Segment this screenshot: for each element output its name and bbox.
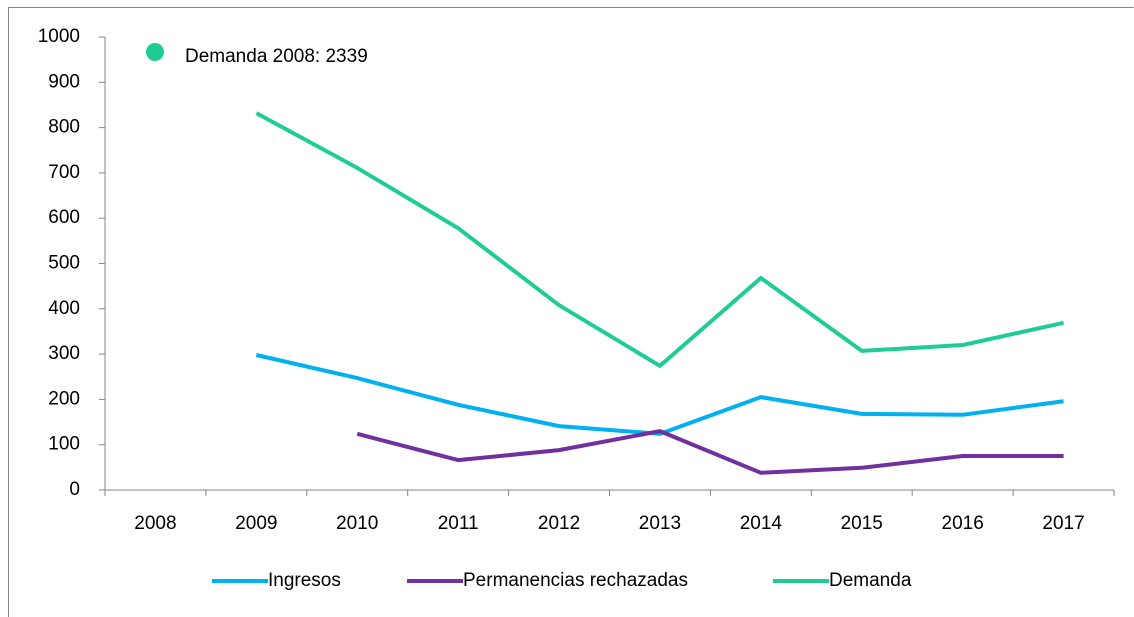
x-tick-label: 2011 [438,513,479,534]
y-tick-label: 300 [48,343,80,364]
series-line [356,429,1064,475]
y-tick-label: 200 [48,388,80,409]
y-tick-label: 500 [48,253,80,274]
y-tick-label: 100 [48,434,80,455]
x-tick-label: 2014 [740,513,783,534]
y-tick-label: 700 [48,162,80,183]
annotation: Demanda 2008: 2339 [185,46,368,67]
x-tick-label: 2009 [235,513,277,534]
y-tick-label: 0 [69,479,80,500]
annotation-marker [146,43,164,61]
y-tick-label: 900 [48,71,80,92]
legend-label: Ingresos [268,570,341,591]
y-tick-label: 800 [48,117,80,138]
x-tick-label: 2012 [538,513,580,534]
y-tick-label: 600 [48,207,80,228]
y-tick-label: 400 [48,298,80,319]
x-tick-label: 2008 [134,513,176,534]
x-tick-label: 2013 [639,513,681,534]
legend-label: Permanencias rechazadas [463,570,688,591]
x-tick-label: 2017 [1042,513,1084,534]
y-tick-label: 1000 [38,26,80,47]
chart-frame [8,7,1134,617]
legend-label: Demanda [829,570,912,591]
x-tick-label: 2015 [841,513,883,534]
series-line [255,353,1064,436]
x-tick-label: 2010 [336,513,378,534]
x-tick-label: 2016 [942,513,984,534]
series-line [255,111,1064,368]
